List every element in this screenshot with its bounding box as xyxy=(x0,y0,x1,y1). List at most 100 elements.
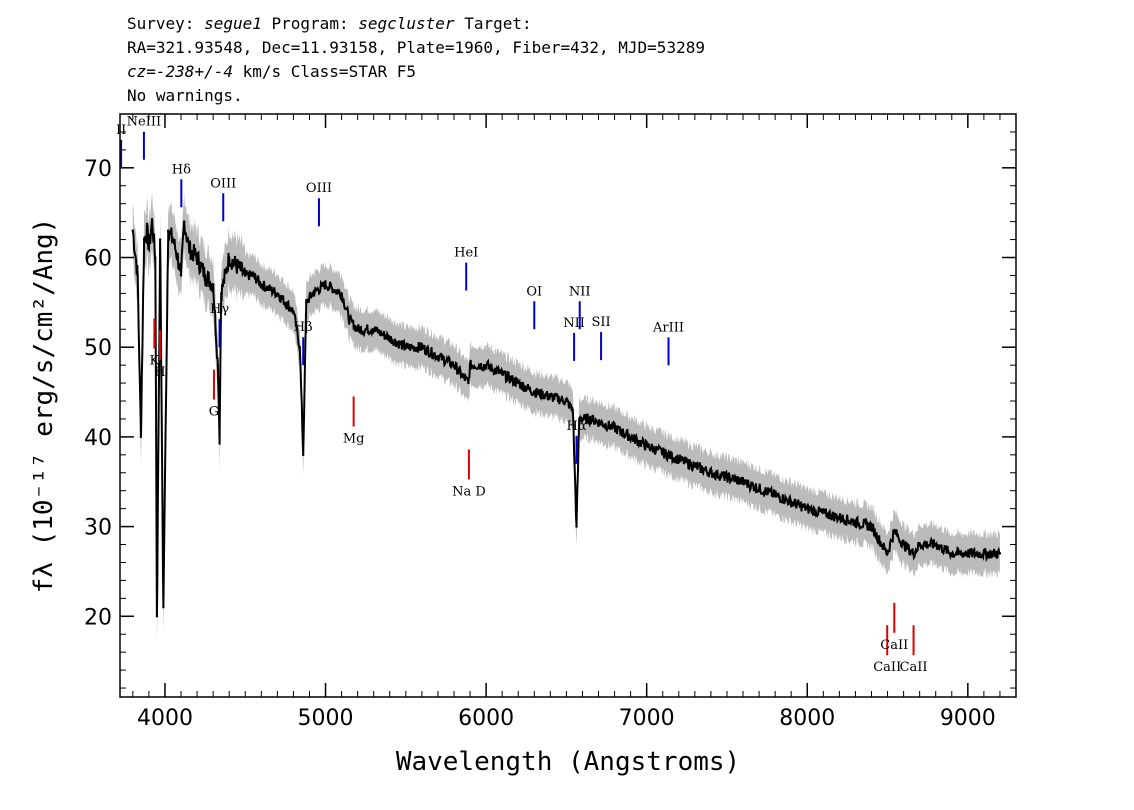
y-axis-title: fλ (10⁻¹⁷ erg/s/cm²/Ang) xyxy=(29,218,59,594)
spectrum-point xyxy=(918,543,921,546)
spectrum-point xyxy=(219,292,223,295)
spectrum-point xyxy=(517,381,520,385)
x-tick-label: 9000 xyxy=(940,706,996,731)
spectrum-point xyxy=(950,552,953,555)
x-tick-label: 6000 xyxy=(458,706,514,731)
absorption-line-label: K xyxy=(150,353,160,368)
y-tick-label: 60 xyxy=(84,247,112,272)
spectrum-point xyxy=(155,615,159,618)
cz-suffix: km/s Class=STAR F5 xyxy=(232,62,416,81)
spectrum-point xyxy=(404,346,408,349)
spectrum-point xyxy=(340,292,343,295)
spectrum-point xyxy=(158,238,162,241)
emission-line-label: Hβ xyxy=(294,320,313,335)
spectrum-point xyxy=(211,283,215,286)
emission-line-label: NII xyxy=(569,284,591,299)
spectrum-point xyxy=(183,220,186,223)
spectrum-point xyxy=(565,399,568,403)
emission-line-label: ArIII xyxy=(652,320,684,335)
spectrum-point xyxy=(806,507,809,510)
program-name: segcluster xyxy=(358,14,455,33)
spectrum-point xyxy=(571,408,575,412)
spectrum-point xyxy=(146,229,149,232)
spectrum-point xyxy=(741,480,745,483)
spectrum-point xyxy=(195,256,199,259)
spectrum-point xyxy=(324,283,327,286)
plot-header: Survey: segue1 Program: segcluster Targe… xyxy=(127,12,705,108)
header-line-survey: Survey: segue1 Program: segcluster Targe… xyxy=(127,12,705,36)
spectrum-point xyxy=(578,417,581,421)
y-tick-label: 70 xyxy=(84,157,112,182)
cz-value: -238+/-4 xyxy=(155,62,233,81)
emission-line-label: OIII xyxy=(306,181,332,196)
spectrum-point xyxy=(838,516,841,519)
spectrum-point xyxy=(203,274,207,277)
x-tick-label: 4000 xyxy=(137,706,193,731)
spectrum-point xyxy=(139,435,143,439)
spectrum-point xyxy=(179,274,183,277)
spectrum-point xyxy=(613,426,616,430)
header-line-coordinates: RA=321.93548, Dec=11.93158, Plate=1960, … xyxy=(127,38,705,57)
spectrum-point xyxy=(216,363,220,367)
emission-line-label: II xyxy=(116,123,126,138)
spectrum-point xyxy=(292,310,295,313)
x-tick-label: 8000 xyxy=(779,706,835,731)
spectrum-point xyxy=(886,552,889,555)
spectrum-point xyxy=(276,292,279,295)
spectrum-point xyxy=(131,229,135,232)
absorption-line-label: Na D xyxy=(452,484,486,499)
spectrum-point xyxy=(998,552,1002,555)
target-label: Target: xyxy=(464,14,532,33)
spectrum-point xyxy=(166,229,170,232)
spectrum-point xyxy=(356,328,359,331)
header-line-warnings: No warnings. xyxy=(127,86,243,105)
y-tick-label: 50 xyxy=(84,336,112,361)
spectrum-point xyxy=(645,444,648,448)
spectrum-point xyxy=(298,346,302,349)
header-line-redshift: cz=-238+/-4 km/s Class=STAR F5 xyxy=(127,60,705,84)
program-label: Program: xyxy=(271,14,349,33)
spectrum-point xyxy=(147,247,151,250)
spectrum-point xyxy=(709,471,713,474)
spectrum-point xyxy=(162,606,165,609)
plot-frame xyxy=(119,113,1017,698)
x-axis-title: Wavelength (Angstroms) xyxy=(396,747,740,777)
spectrum-line xyxy=(131,218,1001,617)
cz-prefix: cz= xyxy=(127,62,156,81)
spectrum-point xyxy=(966,552,970,555)
spectrum-point xyxy=(150,220,154,223)
spectrum-point xyxy=(934,543,937,546)
emission-line-label: NeIII xyxy=(127,115,161,130)
emission-line-label: Hα xyxy=(566,419,586,434)
spectrum-point xyxy=(252,274,255,277)
emission-line-label: Hγ xyxy=(210,302,229,317)
emission-line-label: NII xyxy=(563,316,585,331)
y-tick-label: 20 xyxy=(84,605,112,630)
spectrum-point xyxy=(388,337,391,340)
spectrum-point xyxy=(893,529,896,533)
emission-line-label: SII xyxy=(591,315,610,330)
emission-line-label: OI xyxy=(526,284,542,299)
spectrum-point xyxy=(218,435,221,439)
emission-line-label: OIII xyxy=(210,176,236,191)
absorption-line-label: CaII xyxy=(880,638,908,653)
spectrum-point xyxy=(236,265,239,268)
x-tick-label: 5000 xyxy=(298,706,354,731)
absorption-line-label: G xyxy=(209,405,219,420)
spectrum-point xyxy=(260,283,263,286)
spectrum-point xyxy=(136,274,139,277)
survey-name: segue1 xyxy=(204,14,262,33)
spectrum-point xyxy=(484,363,488,367)
spectrum-point xyxy=(452,363,456,367)
spectrum-series xyxy=(131,218,1002,618)
spectrum-point xyxy=(348,319,351,322)
spectrum-point xyxy=(589,417,592,421)
absorption-line-label: CaII xyxy=(873,660,901,675)
absorption-line-label: CaII xyxy=(900,660,928,675)
spectrum-point xyxy=(575,525,578,528)
spectrum-point xyxy=(142,238,146,241)
spectrum-point xyxy=(305,301,308,304)
spectrum-point xyxy=(912,552,915,555)
spectrum-point xyxy=(154,256,157,259)
